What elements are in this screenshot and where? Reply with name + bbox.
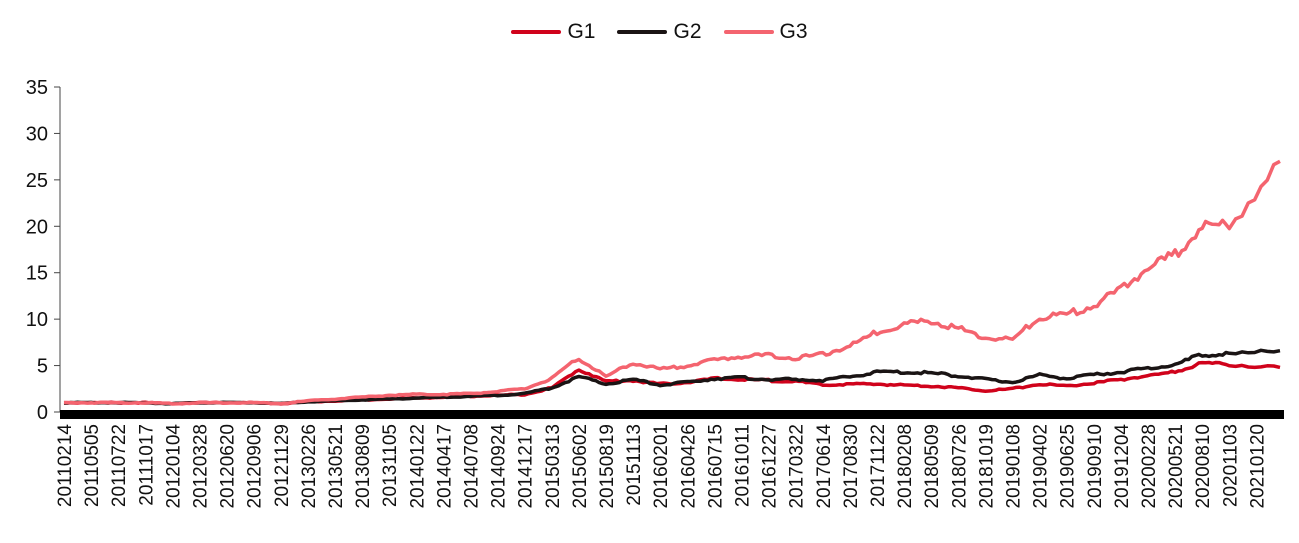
x-tick-label: 20190108 bbox=[1004, 424, 1025, 509]
x-axis-line bbox=[60, 410, 1284, 419]
x-tick-label: 20131105 bbox=[380, 424, 401, 507]
x-tick-label: 20141217 bbox=[516, 424, 537, 509]
x-tick-label: 20110214 bbox=[55, 424, 76, 508]
x-tick-label: 20161227 bbox=[760, 424, 781, 509]
y-tick-label: 30 bbox=[26, 123, 48, 145]
x-tick-label: 20160201 bbox=[651, 424, 672, 509]
legend-item-g3: G3 bbox=[723, 20, 808, 44]
y-tick-label: 20 bbox=[26, 216, 48, 238]
x-tick-label: 20180726 bbox=[949, 424, 970, 509]
y-tick-label: 10 bbox=[26, 309, 48, 331]
x-tick-label: 20140122 bbox=[407, 424, 428, 509]
x-tick-label: 20130809 bbox=[353, 424, 374, 509]
x-tick-label: 20140417 bbox=[434, 424, 455, 509]
x-tick-label: 20190402 bbox=[1031, 424, 1052, 509]
x-tick-label: 20110505 bbox=[82, 424, 103, 507]
x-tick-label: 20200521 bbox=[1166, 424, 1187, 509]
x-tick-label: 20111017 bbox=[136, 424, 157, 506]
y-tick-label: 35 bbox=[26, 77, 48, 99]
x-tick-label: 20150819 bbox=[597, 424, 618, 509]
x-tick-label: 20181019 bbox=[976, 424, 997, 509]
legend-swatch bbox=[723, 30, 774, 34]
x-tick-label: 20120104 bbox=[163, 424, 184, 509]
x-tick-label: 20161011 bbox=[733, 424, 754, 507]
y-tick-label: 15 bbox=[26, 263, 48, 285]
series-line-g2 bbox=[63, 348, 1281, 406]
x-tick-label: 20170614 bbox=[814, 424, 835, 509]
x-tick-label: 20200810 bbox=[1193, 424, 1214, 509]
x-tick-label: 20190625 bbox=[1058, 424, 1079, 509]
legend-label: G1 bbox=[567, 20, 596, 43]
series-line-g3 bbox=[63, 159, 1281, 406]
chart-legend: G1 G2 G3 bbox=[0, 14, 1299, 50]
x-tick-label: 20190910 bbox=[1085, 424, 1106, 509]
legend-item-g2: G2 bbox=[617, 20, 702, 44]
y-tick-label: 25 bbox=[26, 170, 48, 192]
x-tick-label: 20170322 bbox=[787, 424, 808, 509]
legend-label: G2 bbox=[673, 20, 702, 43]
x-tick-label: 20130226 bbox=[299, 424, 320, 509]
x-tick-label: 20140924 bbox=[489, 424, 510, 509]
x-tick-label: 20110722 bbox=[109, 424, 130, 507]
x-tick-label: 20180208 bbox=[895, 424, 916, 509]
x-tick-label: 20120328 bbox=[191, 424, 212, 509]
x-tick-label: 20120620 bbox=[218, 424, 239, 509]
x-tick-label: 20120906 bbox=[245, 424, 266, 509]
x-tick-label: 20130521 bbox=[326, 424, 347, 509]
x-tick-label: 20191204 bbox=[1112, 424, 1133, 509]
x-tick-label: 20180509 bbox=[922, 424, 943, 509]
x-tick-label: 20150602 bbox=[570, 424, 591, 509]
x-tick-label: 20150313 bbox=[543, 424, 564, 509]
x-tick-label: 20140708 bbox=[462, 424, 483, 509]
legend-swatch bbox=[511, 30, 562, 34]
legend-item-g1: G1 bbox=[511, 20, 595, 44]
x-tick-label: 20201103 bbox=[1220, 424, 1241, 507]
x-tick-label: 20160715 bbox=[705, 424, 726, 509]
y-tick-label: 0 bbox=[37, 402, 48, 424]
x-tick-label: 20121129 bbox=[272, 424, 293, 507]
legend-swatch bbox=[617, 30, 668, 34]
x-tick-label: 20151113 bbox=[624, 424, 645, 506]
y-tick-label: 5 bbox=[37, 356, 48, 378]
x-tick-label: 20160426 bbox=[678, 424, 699, 509]
x-tick-label: 20210120 bbox=[1247, 424, 1268, 509]
x-tick-label: 20171122 bbox=[868, 424, 889, 507]
legend-label: G3 bbox=[779, 20, 808, 43]
x-tick-label: 20200228 bbox=[1139, 424, 1160, 509]
x-tick-label: 20170830 bbox=[841, 424, 862, 509]
